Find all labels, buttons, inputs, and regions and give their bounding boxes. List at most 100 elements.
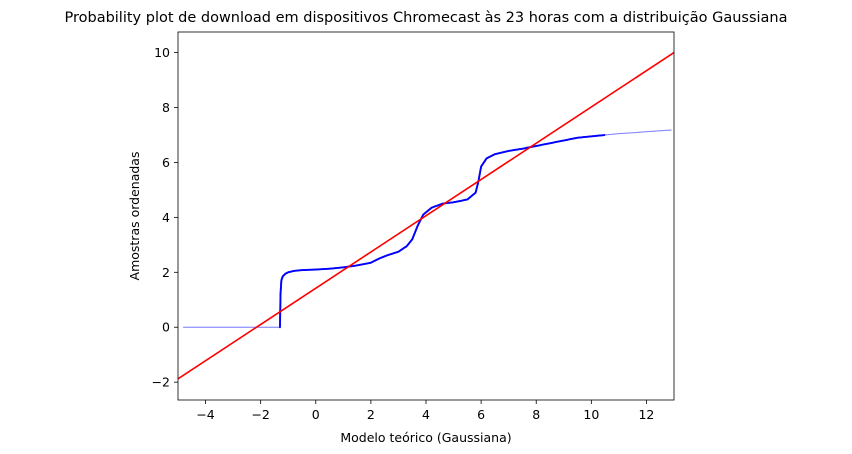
- sample-point: [612, 133, 614, 135]
- sample-point: [663, 129, 665, 132]
- sample-point: [252, 326, 254, 328]
- x-tick-label: 8: [532, 407, 540, 422]
- sample-point: [245, 326, 247, 328]
- sample-point: [662, 129, 664, 132]
- y-tick-label: 6: [162, 155, 170, 170]
- sample-point: [657, 130, 659, 132]
- sample-point: [264, 326, 266, 328]
- sample-point: [271, 326, 273, 328]
- sample-point: [207, 326, 209, 328]
- sample-point: [246, 326, 248, 328]
- sample-point: [232, 326, 234, 328]
- sample-point: [214, 326, 216, 328]
- sample-point: [616, 133, 618, 135]
- sample-point: [189, 326, 191, 328]
- sample-point: [269, 326, 271, 328]
- sample-point: [613, 133, 615, 135]
- sample-point: [222, 326, 225, 328]
- sample-point: [624, 132, 626, 134]
- sample-point: [614, 133, 616, 135]
- sample-point: [621, 132, 623, 135]
- sample-point: [667, 129, 670, 131]
- sample-point: [204, 326, 207, 328]
- sample-point: [261, 326, 263, 328]
- sample-point: [627, 132, 629, 134]
- sample-point: [193, 326, 195, 328]
- sample-point: [273, 326, 275, 328]
- sample-point: [649, 130, 652, 133]
- sample-point: [276, 326, 278, 328]
- sample-point: [253, 326, 255, 328]
- sample-point: [664, 129, 666, 132]
- sample-point: [230, 326, 232, 328]
- sample-point: [616, 133, 619, 135]
- plot-area: [178, 51, 674, 380]
- sample-point: [249, 326, 251, 328]
- sample-point: [238, 326, 240, 328]
- sample-point: [268, 326, 270, 328]
- sample-point: [227, 326, 229, 328]
- sample-point: [243, 326, 245, 328]
- sample-point: [234, 326, 236, 328]
- sample-point: [195, 326, 197, 328]
- sample-point: [239, 326, 241, 328]
- sample-point: [198, 326, 200, 328]
- sample-point: [611, 133, 613, 135]
- sample-point: [661, 130, 663, 132]
- sample-point: [235, 326, 238, 328]
- y-tick-label: 2: [162, 265, 170, 280]
- sample-point: [654, 130, 656, 132]
- sample-point: [194, 326, 196, 328]
- sample-point: [645, 131, 648, 133]
- x-tick-label: 12: [638, 407, 654, 422]
- sample-point: [658, 130, 660, 132]
- sample-point: [667, 129, 669, 131]
- sample-point: [202, 326, 204, 328]
- sample-point: [610, 133, 612, 135]
- sample-point: [242, 326, 244, 328]
- sample-point: [206, 326, 208, 328]
- sample-point: [197, 326, 199, 328]
- sample-point: [647, 130, 650, 133]
- sample-point: [666, 129, 668, 131]
- sample-point: [652, 130, 654, 132]
- sample-point: [275, 326, 277, 328]
- sample-point: [192, 326, 194, 328]
- sample-point: [274, 326, 276, 328]
- sample-point: [621, 132, 623, 135]
- sample-point: [634, 132, 636, 134]
- sample-point: [659, 130, 661, 132]
- y-tick-label: 8: [162, 100, 170, 115]
- sample-point: [618, 132, 621, 135]
- sample-point: [626, 132, 628, 134]
- sample-point: [240, 326, 242, 328]
- sample-point: [224, 326, 227, 328]
- sample-point: [637, 131, 639, 133]
- sample-point: [635, 131, 637, 134]
- sample-point: [620, 132, 622, 135]
- x-tick-label: 6: [477, 407, 485, 422]
- sample-point: [658, 130, 661, 132]
- sample-point: [632, 132, 634, 134]
- sample-point: [632, 132, 634, 134]
- sample-point: [656, 130, 659, 132]
- sample-point: [647, 131, 649, 133]
- sample-point: [189, 326, 191, 328]
- sample-point: [631, 132, 633, 134]
- sample-point: [250, 326, 252, 328]
- sample-point: [646, 131, 648, 133]
- sample-point: [242, 326, 245, 328]
- sample-point: [200, 326, 203, 328]
- sample-point: [628, 132, 630, 134]
- sample-point: [641, 131, 643, 133]
- sample-point: [188, 326, 190, 328]
- sample-point: [269, 326, 271, 328]
- sample-point: [623, 132, 626, 134]
- sample-point: [217, 326, 219, 328]
- chart-title: Probability plot de download em disposit…: [64, 10, 787, 26]
- sample-point: [200, 326, 202, 328]
- sample-point: [607, 134, 610, 136]
- sample-point: [227, 326, 229, 328]
- sample-point: [605, 134, 608, 136]
- sample-point: [615, 133, 617, 135]
